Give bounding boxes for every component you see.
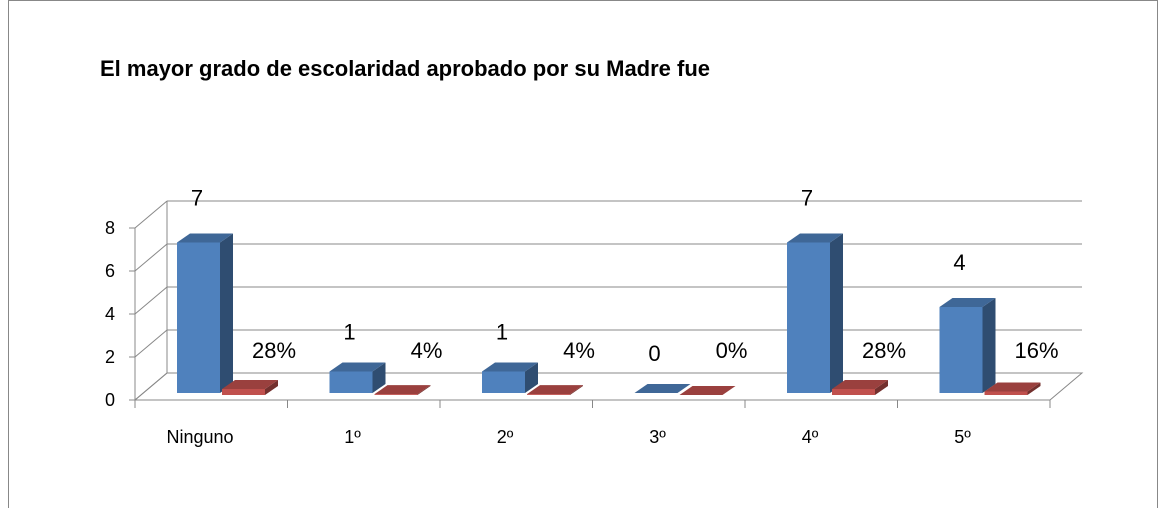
x-tick-label: 5º [954,427,971,447]
bar [177,233,233,393]
bar [984,382,1041,395]
bar [329,362,386,393]
bar [634,384,691,393]
x-tick-label: 1º [344,427,361,447]
chart-title: El mayor grado de escolaridad aprobado p… [100,56,710,81]
x-tick-label: 4º [802,427,819,447]
bar [527,385,583,395]
bar [482,362,538,393]
data-label: 4% [411,338,443,363]
y-tick-label: 2 [105,347,115,367]
grid-line [134,372,168,401]
data-label: 7 [191,185,203,210]
data-label: 28% [252,338,296,363]
bar [832,379,888,395]
data-label: 0% [716,338,748,363]
data-label: 4 [953,250,965,275]
data-label: 1 [496,319,508,344]
x-tick-label: 3º [649,427,666,447]
bar [787,233,843,393]
y-tick-label: 0 [105,390,115,410]
y-tick-label: 8 [105,218,115,238]
data-label: 0 [648,341,660,366]
x-tick-label: 2º [497,427,514,447]
grid-line [134,200,168,229]
grid-line [134,286,168,315]
y-tick-label: 6 [105,261,115,281]
bar [679,386,736,395]
y-tick-label: 4 [105,304,115,324]
bar [374,385,431,395]
data-label: 16% [1014,338,1058,363]
data-label: 1 [343,319,355,344]
data-label: 4% [563,338,595,363]
x-tick-label: Ninguno [166,427,233,447]
bar [222,379,278,395]
bar [939,298,996,393]
grid-line [134,329,168,358]
grid-line [134,243,168,272]
data-label: 28% [862,338,906,363]
data-label: 7 [801,185,813,210]
